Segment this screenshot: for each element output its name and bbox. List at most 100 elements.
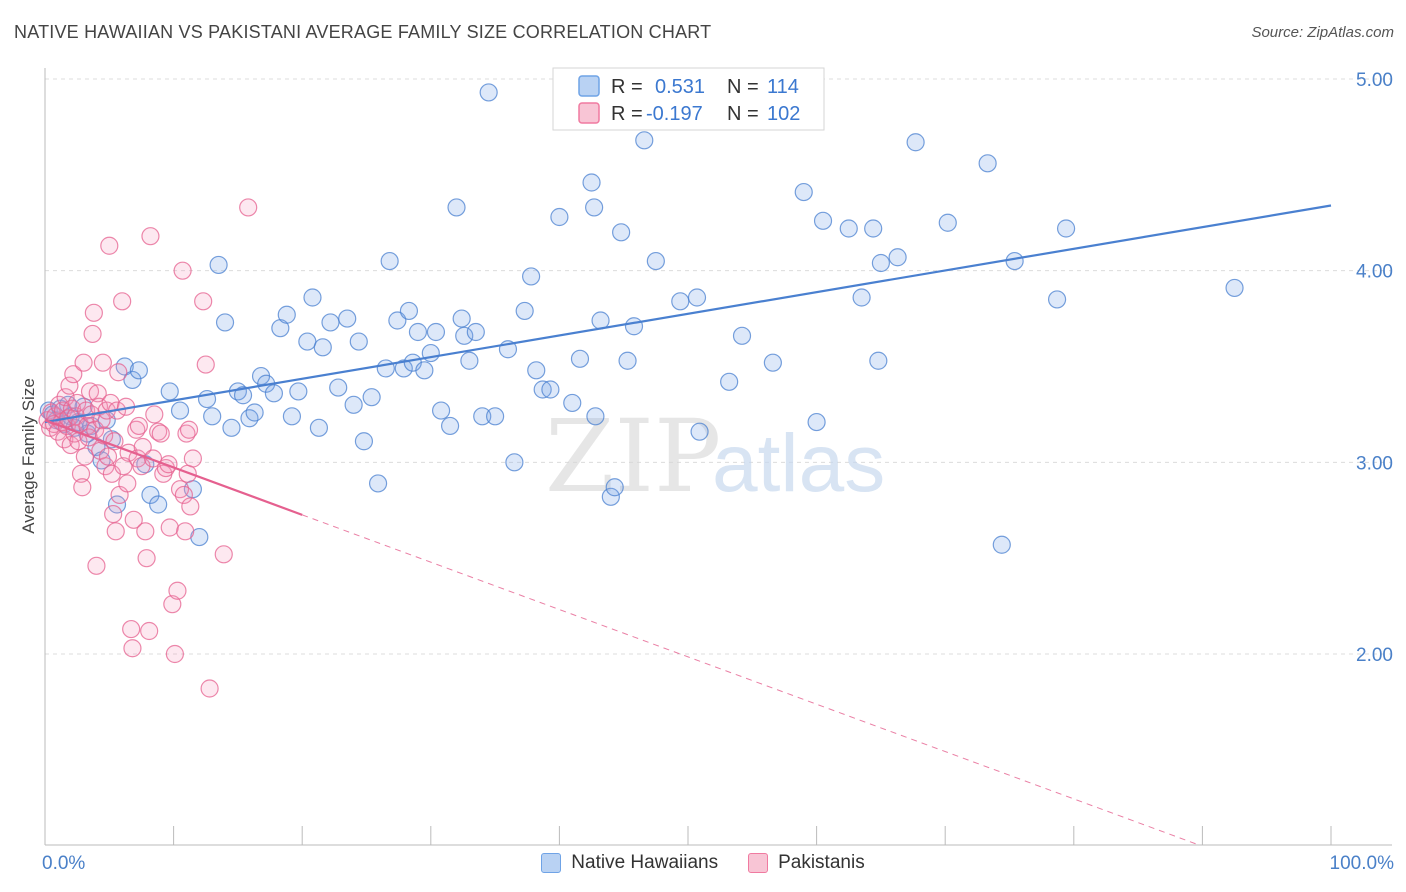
bottom-legend-swatch-native-hawaiians (541, 853, 562, 873)
point-pakistanis-43 (98, 447, 118, 466)
point-pakistanis-82 (173, 261, 192, 280)
legend-n-label: N = (727, 76, 759, 98)
point-native-hawaiians-93 (624, 317, 644, 336)
point-pakistanis-60 (124, 510, 143, 529)
point-pakistanis-44 (100, 236, 119, 255)
point-native-hawaiians-99 (720, 372, 739, 391)
point-pakistanis-35 (88, 384, 107, 403)
point-native-hawaiians-50 (344, 395, 363, 414)
bottom-legend-native-hawaiians: Native Hawaiians (541, 852, 718, 874)
point-native-hawaiians-59 (399, 301, 419, 321)
legend-r-label-2: R = (611, 103, 643, 125)
point-native-hawaiians-110 (888, 248, 907, 267)
point-native-hawaiians-82 (550, 207, 569, 227)
trend-line-extension-pakistanis (302, 514, 1200, 846)
point-native-hawaiians-77 (515, 301, 534, 321)
legend-swatch-pakistanis (578, 102, 600, 124)
point-native-hawaiians-71 (466, 322, 485, 342)
point-native-hawaiians-18 (123, 370, 142, 390)
legend-swatch-native-hawaiians (578, 75, 600, 97)
point-pakistanis-58 (122, 619, 141, 639)
point-native-hawaiians-100 (732, 326, 752, 345)
point-pakistanis-48 (105, 432, 124, 451)
point-native-hawaiians-52 (354, 432, 374, 451)
point-pakistanis-39 (93, 353, 112, 372)
point-pakistanis-94 (239, 198, 258, 217)
point-native-hawaiians-43 (298, 332, 317, 351)
point-native-hawaiians-90 (605, 478, 624, 497)
point-native-hawaiians-105 (839, 219, 858, 238)
legend-n-label-2: N = (727, 103, 759, 125)
point-pakistanis-76 (159, 455, 178, 474)
point-pakistanis-16 (64, 365, 83, 384)
legend-r-label: R = (611, 76, 643, 98)
point-native-hawaiians-61 (408, 322, 428, 342)
point-native-hawaiians-51 (349, 332, 368, 351)
point-pakistanis-68 (140, 621, 159, 641)
point-native-hawaiians-113 (978, 154, 997, 173)
y-tick-label-0: 2.00 (1356, 645, 1393, 666)
point-pakistanis-84 (176, 522, 195, 541)
point-native-hawaiians-73 (479, 83, 498, 102)
legend-r-value-native-hawaiians: 0.531 (655, 76, 705, 98)
point-pakistanis-49 (106, 522, 125, 541)
point-native-hawaiians-94 (635, 131, 654, 150)
point-native-hawaiians-89 (601, 487, 620, 506)
point-native-hawaiians-78 (522, 267, 541, 286)
point-native-hawaiians-65 (431, 401, 451, 420)
point-pakistanis-83 (174, 485, 193, 505)
point-native-hawaiians-101 (763, 353, 782, 372)
point-native-hawaiians-96 (671, 292, 690, 311)
point-native-hawaiians-66 (440, 416, 460, 436)
point-native-hawaiians-69 (455, 326, 474, 345)
axes (44, 68, 1392, 846)
point-pakistanis-78 (163, 595, 182, 614)
point-pakistanis-51 (109, 363, 128, 382)
point-native-hawaiians-35 (245, 403, 264, 422)
point-native-hawaiians-108 (869, 351, 888, 370)
point-pakistanis-53 (113, 292, 132, 311)
point-pakistanis-22 (71, 464, 91, 483)
point-native-hawaiians-44 (303, 288, 322, 307)
point-native-hawaiians-102 (794, 182, 813, 202)
grid-lines (45, 78, 1392, 655)
point-native-hawaiians-45 (309, 418, 329, 437)
point-pakistanis-25 (75, 447, 94, 466)
point-native-hawaiians-115 (1005, 251, 1024, 271)
point-native-hawaiians-104 (813, 211, 833, 230)
point-pakistanis-63 (129, 416, 148, 436)
point-native-hawaiians-67 (447, 198, 466, 217)
point-native-hawaiians-40 (277, 305, 296, 324)
point-native-hawaiians-116 (1047, 290, 1067, 309)
scatter-points (38, 83, 1244, 698)
point-native-hawaiians-92 (618, 351, 637, 370)
point-native-hawaiians-38 (264, 384, 284, 403)
x-tick-label-max: 100.0% (1330, 853, 1395, 874)
point-pakistanis-69 (141, 227, 160, 246)
point-native-hawaiians-58 (394, 359, 413, 378)
point-native-hawaiians-80 (533, 380, 552, 399)
point-native-hawaiians-87 (586, 407, 605, 426)
y-tick-label-3: 5.00 (1356, 70, 1393, 91)
point-native-hawaiians-103 (807, 412, 826, 432)
y-axis-label: Average Family Size (19, 378, 38, 534)
trend-line-native-hawaiians (44, 204, 1332, 424)
point-native-hawaiians-22 (149, 495, 168, 514)
point-native-hawaiians-114 (992, 535, 1011, 554)
point-native-hawaiians-33 (233, 386, 253, 405)
watermark-zip: ZIP (545, 398, 721, 515)
point-native-hawaiians-55 (376, 359, 395, 378)
point-native-hawaiians-107 (864, 219, 883, 238)
bottom-legend: Native Hawaiians Pakistanis (0, 852, 1406, 874)
trend-lines (44, 204, 1332, 846)
point-native-hawaiians-23 (160, 382, 179, 401)
point-pakistanis-24 (74, 353, 93, 372)
point-pakistanis-73 (151, 424, 170, 443)
point-native-hawaiians-118 (1225, 278, 1244, 298)
point-native-hawaiians-53 (362, 388, 381, 407)
point-pakistanis-67 (137, 549, 156, 568)
point-pakistanis-56 (118, 474, 137, 493)
legend-r-value-pakistanis: -0.197 (646, 103, 703, 125)
point-native-hawaiians-21 (141, 485, 160, 505)
chart-title: NATIVE HAWAIIAN VS PAKISTANI AVERAGE FAM… (14, 22, 712, 42)
